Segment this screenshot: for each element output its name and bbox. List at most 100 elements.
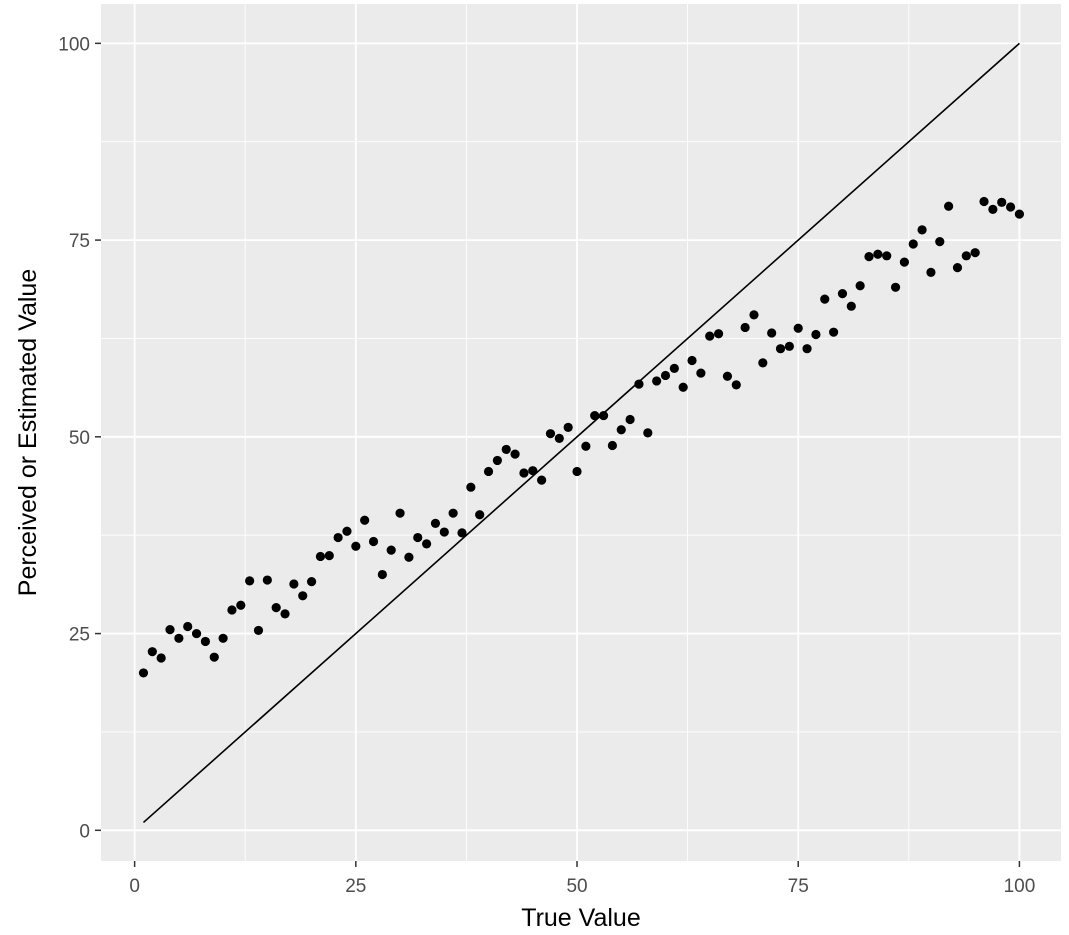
data-point	[899, 257, 909, 267]
data-point	[528, 466, 538, 476]
data-point	[483, 466, 494, 477]
data-point	[652, 376, 662, 386]
x-tick-label: 100	[1004, 876, 1036, 897]
data-point	[793, 323, 803, 333]
data-point	[731, 380, 741, 390]
data-point	[386, 545, 396, 555]
data-point	[607, 440, 618, 451]
data-point	[590, 410, 600, 421]
data-point	[510, 449, 520, 459]
y-tick-label: 0	[79, 821, 90, 842]
data-point	[767, 328, 777, 338]
data-point	[395, 508, 405, 518]
data-point	[253, 625, 264, 636]
data-point	[537, 475, 547, 485]
data-point	[952, 263, 963, 273]
data-point	[643, 428, 653, 438]
data-point	[501, 444, 511, 455]
x-tick-label: 25	[345, 876, 366, 897]
data-point	[784, 341, 794, 351]
data-point	[360, 515, 370, 525]
data-point	[705, 331, 715, 341]
y-tick-label: 100	[58, 34, 90, 55]
data-point	[758, 358, 768, 368]
data-point	[846, 301, 856, 311]
data-point	[855, 281, 865, 291]
data-point	[466, 482, 476, 492]
data-point	[775, 344, 786, 354]
x-tick-label: 0	[129, 876, 140, 897]
data-point	[174, 633, 184, 643]
data-point	[475, 510, 485, 520]
data-point	[563, 422, 573, 432]
data-point	[315, 551, 326, 562]
x-tick-label: 75	[788, 876, 809, 897]
x-axis-title: True Value	[521, 904, 641, 932]
y-axis: 0 25 50 75 100	[58, 34, 101, 842]
data-point	[820, 294, 830, 304]
data-point	[696, 368, 706, 378]
data-point	[890, 282, 901, 292]
data-point	[271, 602, 281, 613]
data-point	[422, 539, 432, 549]
data-point	[660, 370, 671, 381]
points-layer	[138, 196, 1025, 678]
data-point	[368, 536, 379, 547]
data-point	[837, 289, 848, 299]
data-point	[191, 628, 202, 639]
data-point	[1014, 209, 1025, 219]
y-axis-title: Perceived or Estimated Value	[14, 269, 42, 596]
data-point	[324, 551, 334, 561]
data-point	[333, 532, 343, 543]
data-point	[457, 528, 467, 538]
data-point	[554, 433, 564, 444]
data-point	[138, 668, 149, 678]
data-point	[970, 248, 980, 258]
data-point	[678, 382, 688, 392]
data-point	[147, 647, 157, 657]
data-point	[935, 237, 945, 247]
data-point	[882, 251, 892, 261]
data-point	[944, 201, 954, 211]
data-point	[245, 576, 255, 586]
x-axis: 0 25 50 75 100	[129, 861, 1035, 897]
data-point	[687, 355, 697, 366]
data-point	[669, 363, 679, 373]
data-point	[183, 621, 193, 632]
data-point	[926, 267, 936, 277]
data-point	[156, 653, 166, 663]
y-tick-label: 50	[69, 428, 90, 449]
data-point	[492, 455, 502, 466]
data-point	[165, 625, 175, 635]
y-tick-label: 75	[69, 231, 90, 252]
data-point	[979, 196, 989, 207]
data-point	[961, 251, 971, 261]
data-point	[625, 414, 635, 425]
data-point	[298, 591, 308, 601]
data-point	[908, 239, 918, 249]
data-point	[713, 329, 724, 339]
data-point	[572, 466, 582, 477]
data-point	[634, 379, 644, 389]
data-point	[749, 310, 759, 320]
data-point	[342, 526, 352, 536]
data-point	[439, 527, 449, 537]
data-point	[351, 541, 361, 551]
data-point	[519, 468, 529, 478]
data-point	[413, 532, 423, 543]
data-point	[616, 425, 626, 435]
major-gridlines	[101, 4, 1061, 861]
data-point	[1005, 202, 1016, 212]
data-point	[722, 371, 733, 381]
data-point	[404, 552, 414, 562]
data-point	[917, 225, 927, 235]
data-point	[829, 327, 839, 337]
data-point	[802, 344, 812, 354]
data-point	[262, 575, 272, 585]
data-point	[306, 577, 317, 587]
data-point	[740, 322, 750, 333]
identity-line	[142, 42, 1020, 824]
data-point	[811, 329, 821, 340]
data-point	[200, 636, 211, 647]
